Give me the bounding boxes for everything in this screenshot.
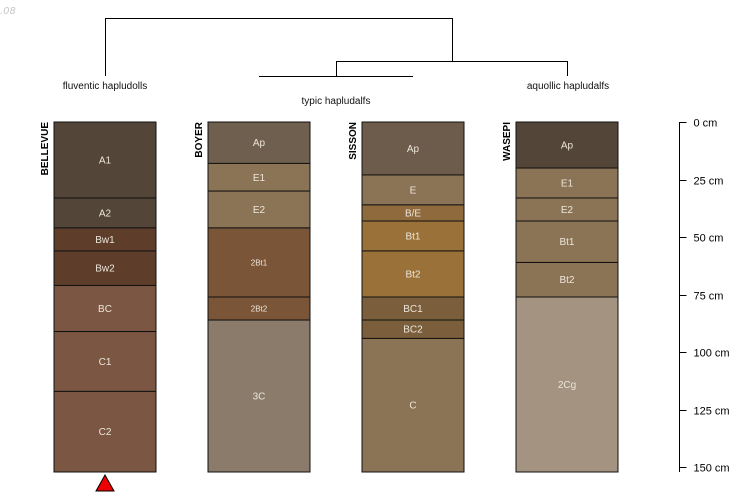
horizon-label: Bw1	[95, 235, 115, 246]
horizon-sisson-e	[361, 174, 465, 206]
horizon-label: E1	[253, 173, 266, 184]
profile-boyer: Ap E1 E2 2Bt1 2Bt2 3C BOYER	[194, 121, 311, 473]
depth-tick-label: 50 cm	[694, 233, 724, 245]
depth-tick-label: 0 cm	[694, 118, 718, 130]
horizon-sisson-bt1	[361, 220, 465, 252]
depth-tick-label: 75 cm	[694, 291, 724, 303]
profile-bellevue: A1 A2 Bw1 Bw2 BC C1 C2 BELLEVUE	[40, 121, 157, 492]
horizon-label: E2	[561, 205, 574, 216]
profile-sisson: Ap E B/E Bt1 Bt2 BC1 BC2 C SISSON	[348, 121, 465, 473]
horizon-label: BC2	[403, 325, 423, 336]
horizon-label: BC1	[403, 304, 423, 315]
horizon-wasepi-2cg	[515, 296, 619, 473]
profile-id-label: BELLEVUE	[40, 122, 51, 176]
horizon-label: C1	[99, 357, 112, 368]
dendrogram-branch-right	[336, 61, 568, 76]
horizon-sisson-ap	[361, 121, 465, 176]
horizon-label: E	[410, 185, 417, 196]
horizon-wasepi-ap	[515, 121, 619, 169]
profile-id-label: BOYER	[194, 121, 205, 157]
horizon-label: Bt1	[405, 231, 420, 242]
horizon-label: C2	[99, 427, 112, 438]
horizon-wasepi-bt1	[515, 220, 619, 263]
horizon-sisson-bt2	[361, 250, 465, 298]
depth-scale: 0 cm 25 cm 50 cm 75 cm 100 cm 125 cm 150 cm	[679, 118, 730, 475]
horizon-label: Bt2	[559, 275, 574, 286]
horizon-wasepi-bt2	[515, 261, 619, 298]
depth-tick-label: 125 cm	[694, 406, 730, 418]
profile-marker	[95, 473, 115, 492]
corner-label: .08	[0, 6, 16, 17]
dendrogram-label-typic-hapludalfs: typic hapludalfs	[302, 96, 371, 107]
profiles: A1 A2 Bw1 Bw2 BC C1 C2 BELLEVUE Ap E1 E2 2Bt1 2Bt2 3C…	[40, 121, 619, 492]
horizon-label: Bw2	[95, 264, 115, 275]
horizon-label: 2Cg	[558, 380, 576, 391]
horizon-bellevue-c2	[53, 390, 157, 473]
horizon-boyer-3c	[207, 319, 311, 473]
horizon-label: Ap	[407, 144, 420, 155]
dendrogram	[105, 18, 568, 77]
horizon-bellevue-c1	[53, 331, 157, 392]
horizon-label: 2Bt2	[251, 304, 268, 313]
horizon-wasepi-e1	[515, 167, 619, 199]
horizon-label: E1	[561, 179, 574, 190]
horizon-label: E2	[253, 205, 266, 216]
dendrogram-label-aquollic-hapludalfs: aquollic hapludalfs	[527, 81, 609, 92]
horizon-label: 3C	[253, 392, 266, 403]
horizon-boyer-ap	[207, 121, 311, 164]
horizon-label: 2Bt1	[251, 258, 268, 267]
horizon-sisson-c	[361, 337, 465, 473]
profile-id-label: WASEPI	[502, 122, 513, 161]
horizon-label: B/E	[405, 208, 421, 219]
depth-tick-label: 25 cm	[694, 176, 724, 188]
depth-tick-label: 100 cm	[694, 348, 730, 360]
horizon-bellevue-bw2	[53, 250, 157, 286]
dendrogram-label-fluventic-hapludolls: fluventic hapludolls	[63, 81, 148, 92]
horizon-bellevue-a2	[53, 197, 157, 229]
dendrogram-branch-root	[105, 18, 453, 76]
horizon-label: C	[409, 401, 416, 412]
horizon-label: A1	[99, 155, 112, 166]
horizon-label: A2	[99, 208, 112, 219]
horizon-label: Ap	[253, 138, 266, 149]
horizon-label: Ap	[561, 141, 574, 152]
horizon-label: Bt2	[405, 269, 420, 280]
horizon-label: BC	[98, 304, 112, 315]
horizon-boyer-e2	[207, 190, 311, 229]
profile-id-label: SISSON	[348, 122, 359, 160]
horizon-label: Bt1	[559, 237, 574, 248]
depth-tick-label: 150 cm	[694, 463, 730, 475]
horizon-boyer-2bt1	[207, 227, 311, 298]
profile-wasepi: Ap E1 E2 Bt1 Bt2 2Cg WASEPI	[502, 121, 619, 473]
